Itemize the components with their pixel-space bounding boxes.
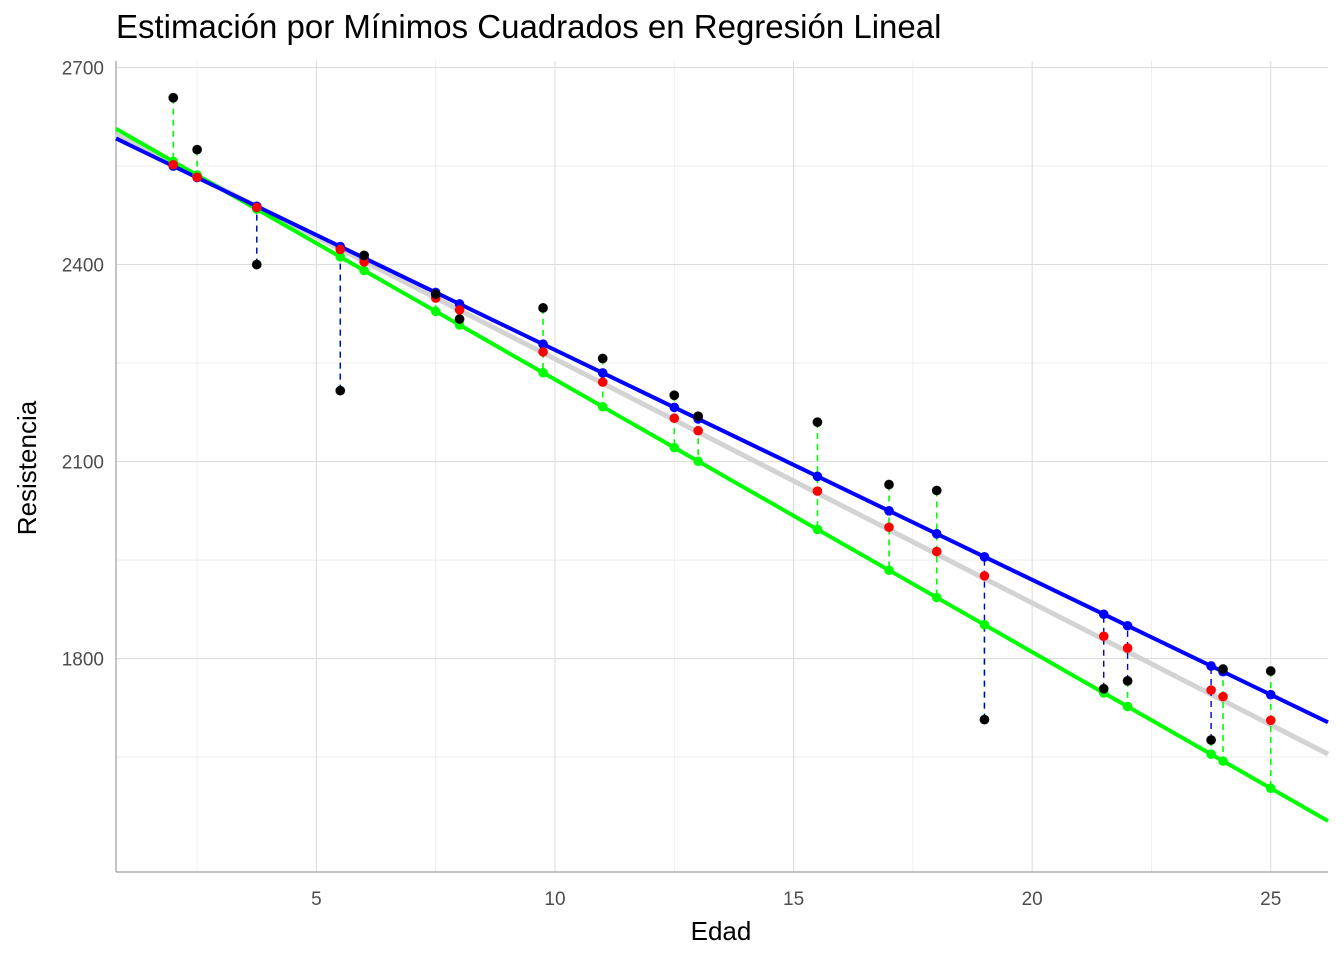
point-fitted bbox=[538, 347, 548, 357]
point-fitted bbox=[812, 486, 823, 496]
point-blue bbox=[979, 551, 990, 562]
point-observed bbox=[669, 390, 680, 401]
point-observed bbox=[454, 314, 465, 324]
point-green bbox=[1122, 701, 1133, 712]
point-observed bbox=[251, 259, 262, 270]
point-green bbox=[1218, 756, 1228, 766]
point-observed bbox=[168, 92, 179, 103]
point-fitted bbox=[251, 202, 262, 213]
data-points bbox=[168, 92, 1276, 794]
point-fitted bbox=[1098, 631, 1109, 642]
point-blue bbox=[812, 471, 823, 482]
x-tick-label: 10 bbox=[544, 889, 565, 910]
point-fitted bbox=[931, 546, 942, 557]
point-fitted bbox=[669, 413, 680, 424]
point-observed bbox=[884, 479, 894, 490]
point-fitted bbox=[192, 172, 202, 183]
regression-lines bbox=[114, 127, 1330, 823]
point-green bbox=[430, 306, 441, 317]
point-green bbox=[931, 592, 942, 603]
point-blue bbox=[931, 529, 942, 539]
point-blue bbox=[669, 402, 680, 413]
point-observed bbox=[1098, 683, 1109, 694]
point-fitted bbox=[597, 377, 608, 387]
point-observed bbox=[192, 144, 203, 155]
point-observed bbox=[931, 485, 942, 496]
point-observed bbox=[430, 289, 441, 300]
point-fitted bbox=[1206, 685, 1216, 695]
point-fitted bbox=[1218, 691, 1228, 702]
x-axis-label: Edad bbox=[691, 916, 752, 946]
point-observed bbox=[1265, 666, 1276, 676]
point-observed bbox=[693, 411, 704, 422]
point-fitted bbox=[1265, 715, 1276, 726]
y-tick-label: 2100 bbox=[62, 453, 104, 474]
point-blue bbox=[1122, 620, 1133, 631]
point-green bbox=[1206, 749, 1216, 760]
point-observed bbox=[335, 385, 346, 396]
point-green bbox=[1265, 783, 1276, 794]
point-blue bbox=[1265, 689, 1276, 700]
x-tick-label: 25 bbox=[1260, 889, 1281, 910]
point-observed bbox=[812, 417, 823, 428]
line-green bbox=[115, 127, 1329, 823]
point-observed bbox=[1122, 676, 1133, 686]
point-blue bbox=[597, 368, 608, 378]
point-blue bbox=[1098, 609, 1109, 620]
point-green bbox=[884, 565, 894, 576]
point-fitted bbox=[1122, 643, 1133, 653]
y-axis-label: Resistencia bbox=[12, 400, 42, 535]
x-tick-label: 20 bbox=[1022, 889, 1043, 910]
chart-title: Estimación por Mínimos Cuadrados en Regr… bbox=[116, 8, 942, 45]
point-fitted bbox=[454, 305, 465, 315]
y-tick-label: 2400 bbox=[62, 256, 104, 277]
point-observed bbox=[1218, 664, 1228, 674]
point-observed bbox=[979, 714, 990, 725]
point-observed bbox=[359, 250, 370, 261]
x-tick-label: 5 bbox=[311, 889, 322, 910]
line-blue bbox=[115, 136, 1329, 725]
point-fitted bbox=[979, 571, 990, 581]
tick-labels: 5 10 15 20 25 1800 2100 2400 2700 bbox=[62, 59, 1282, 910]
point-green bbox=[359, 265, 369, 276]
point-green bbox=[538, 367, 548, 378]
point-blue bbox=[538, 339, 548, 349]
point-green bbox=[669, 442, 680, 453]
point-green bbox=[979, 619, 990, 630]
point-fitted bbox=[693, 425, 703, 436]
axes bbox=[115, 61, 1328, 873]
point-blue bbox=[1206, 661, 1216, 671]
y-tick-label: 2700 bbox=[62, 59, 104, 80]
point-fitted bbox=[168, 159, 179, 170]
y-tick-label: 1800 bbox=[62, 650, 104, 671]
point-fitted bbox=[884, 522, 894, 533]
point-fitted bbox=[335, 244, 346, 255]
point-observed bbox=[538, 303, 548, 313]
point-blue bbox=[884, 506, 894, 516]
point-observed bbox=[597, 353, 608, 364]
point-green bbox=[597, 401, 608, 412]
point-green bbox=[335, 252, 346, 262]
point-observed bbox=[1206, 735, 1216, 745]
point-green bbox=[812, 524, 823, 535]
x-tick-label: 15 bbox=[783, 889, 804, 910]
grid bbox=[116, 61, 1328, 872]
point-green bbox=[693, 456, 703, 467]
